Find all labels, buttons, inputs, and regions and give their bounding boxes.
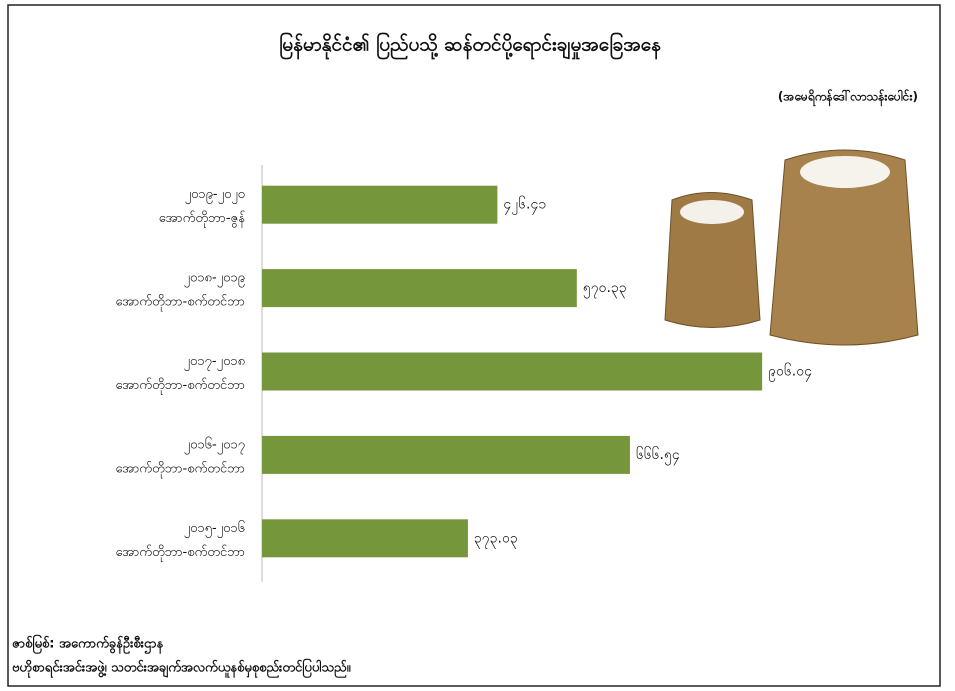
y-tick-label: ၂၀၁၅-၂၀၁၆ <box>184 520 245 538</box>
y-tick-label: ၂၀၁၇-၂၀၁၈ <box>184 354 245 371</box>
data-label: ၅၇၀.၃၃ <box>583 280 627 298</box>
frame <box>7 4 941 687</box>
y-tick-label: ၂၀၁၈-၂၀၁၉ <box>184 271 245 288</box>
bar <box>262 352 763 391</box>
y-tick-label: အောက်တိုဘာ-စက်တင်ဘာ <box>115 460 245 478</box>
y-tick-label: ၂၀၁၉-၂၀၂၀ <box>185 187 245 204</box>
bar <box>262 519 468 558</box>
y-tick-label: အောက်တိုဘာ-ဇွန် <box>159 210 246 228</box>
rice-bag <box>769 149 919 346</box>
data-label: ၆၆၆.၅၄ <box>636 447 680 465</box>
rice-bags <box>664 149 919 346</box>
source-text: ဇာစ်မြစ်: အကောက်ခွန်ဦးစီးဌာန <box>12 634 165 655</box>
unit-label: (အမေရိကန်ဒေါ်လာသန်းပေါင်း) <box>778 88 918 108</box>
source-text: ဗဟိုစာရင်းအင်းအဖွဲ့၊ သတင်းအချက်အလက်ယူနစ်… <box>12 658 352 679</box>
bar <box>262 435 630 474</box>
data-label: ၉၀၆.၀၄ <box>768 364 812 382</box>
rice-pile <box>680 200 744 224</box>
y-tick-label: အောက်တိုဘာ-စက်တင်ဘာ <box>115 544 245 562</box>
y-tick-label: အောက်တိုဘာ-စက်တင်ဘာ <box>115 377 245 395</box>
data-label: ၃၇၃.၀၃ <box>474 530 518 548</box>
rice-pile <box>800 156 890 188</box>
bar <box>262 185 498 224</box>
bar <box>262 269 577 308</box>
y-tick-label: အောက်တိုဘာ-စက်တင်ဘာ <box>115 294 245 312</box>
data-label: ၄၂၆.၄၁ <box>503 197 546 215</box>
rice-bag <box>664 192 761 328</box>
y-tick-label: ၂၀၁၆-၂၀၁၇ <box>184 436 245 454</box>
